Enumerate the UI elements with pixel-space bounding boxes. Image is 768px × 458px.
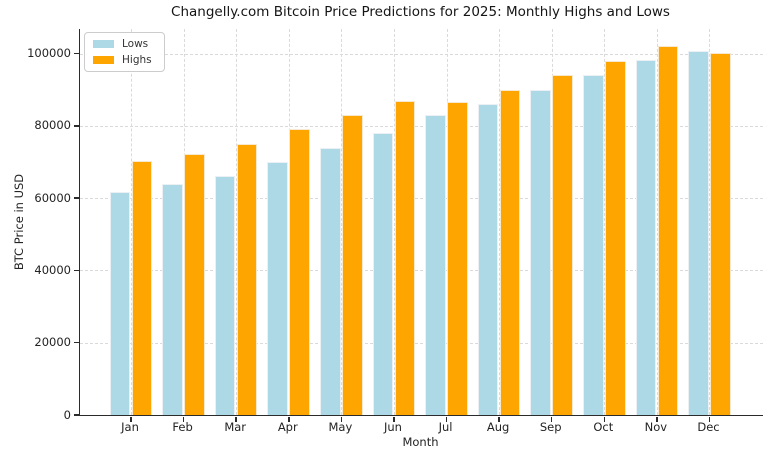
bar-low-aug (477, 104, 499, 415)
bar-high-feb (184, 154, 205, 415)
gridline-horizontal (80, 198, 763, 200)
gridline-vertical (604, 29, 606, 415)
bar-low-oct (583, 75, 604, 415)
bar-low-sep (530, 89, 551, 415)
x-tick-mark (182, 416, 185, 422)
y-axis-label: BTC Price in USD (12, 173, 26, 271)
gridline-horizontal (80, 270, 763, 272)
y-tick-mark (73, 52, 79, 55)
gridline-vertical (551, 29, 553, 415)
bar-high-sep (552, 75, 573, 415)
x-tick-mark (550, 416, 553, 422)
x-tick-mark (445, 416, 448, 422)
x-tick-mark (498, 416, 500, 422)
gridline-vertical (288, 29, 290, 415)
gridline-vertical (709, 29, 711, 415)
bar-high-jan (131, 160, 153, 415)
legend-swatch-highs-icon (93, 55, 114, 64)
plot-area: Lows Highs (73, 29, 763, 422)
x-tick-label-feb: Feb (172, 420, 193, 434)
bar-high-dec (710, 53, 731, 415)
gridline-horizontal (80, 125, 763, 127)
x-tick-label-aug: Aug (486, 420, 510, 434)
x-tick-label-jun: Jun (383, 420, 402, 434)
x-tick-label-mar: Mar (224, 420, 247, 434)
y-tick-mark (73, 341, 79, 344)
y-tick-mark (73, 197, 79, 199)
bar-high-may (342, 115, 363, 415)
x-tick-mark (340, 416, 343, 422)
x-axis-label: Month (402, 435, 439, 449)
x-tick-mark (130, 416, 132, 422)
x-tick-mark (393, 416, 395, 422)
x-tick-label-dec: Dec (697, 420, 720, 434)
bar-low-jun (372, 133, 394, 415)
x-tick-mark (603, 416, 606, 422)
gridline-vertical (183, 29, 185, 415)
x-tick-mark (235, 416, 237, 422)
legend-item-lows: Lows (93, 39, 152, 50)
y-tick-label: 100000 (27, 46, 71, 61)
bar-high-nov (657, 46, 679, 415)
bar-low-feb (162, 183, 183, 415)
x-tick-label-apr: Apr (277, 420, 298, 434)
gridline-vertical (446, 29, 448, 415)
bar-high-jul (447, 102, 468, 415)
bar-low-apr (267, 162, 289, 415)
bar-low-nov (635, 59, 657, 415)
legend-swatch-lows-icon (93, 40, 114, 49)
gridline-vertical (499, 29, 501, 415)
bar-low-may (320, 147, 341, 415)
legend-item-highs: Highs (93, 53, 152, 66)
bar-low-jan (109, 192, 131, 415)
x-tick-label-jan: Jan (121, 420, 139, 434)
chart-title: Changelly.com Bitcoin Price Predictions … (171, 4, 670, 20)
gridline-vertical (236, 29, 238, 415)
y-tick-label: 80000 (34, 118, 71, 133)
y-tick-label: 20000 (34, 335, 71, 350)
bar-low-mar (214, 176, 236, 415)
x-tick-label-may: May (328, 420, 353, 434)
gridline-vertical (393, 29, 395, 415)
legend-label-lows: Lows (122, 38, 149, 50)
y-tick-label: 40000 (34, 262, 71, 277)
y-tick-label: 0 (63, 407, 71, 422)
x-tick-label-nov: Nov (644, 420, 668, 434)
legend: Lows Highs (84, 32, 165, 72)
gridline-vertical (131, 29, 132, 415)
x-tick-label-oct: Oct (593, 420, 614, 434)
x-tick-label-sep: Sep (539, 420, 562, 434)
bar-high-oct (605, 60, 626, 415)
x-tick-mark (708, 416, 711, 422)
bar-high-jun (394, 100, 416, 415)
bar-high-apr (289, 129, 311, 415)
y-tick-label: 60000 (34, 190, 71, 205)
legend-label-highs: Highs (122, 53, 152, 66)
gridline-horizontal (80, 342, 763, 344)
x-tick-mark (288, 416, 290, 422)
bar-low-dec (688, 51, 709, 415)
gridline-vertical (341, 29, 343, 415)
bar-low-jul (425, 115, 446, 415)
bar-high-mar (236, 143, 258, 415)
x-tick-mark (656, 416, 658, 422)
gridline-horizontal (80, 53, 763, 55)
gridline-vertical (656, 29, 658, 415)
y-tick-mark (73, 125, 79, 127)
bar-high-aug (499, 89, 521, 415)
x-tick-label-jul: Jul (438, 420, 453, 434)
y-tick-mark (73, 269, 79, 272)
y-tick-mark (73, 414, 79, 416)
